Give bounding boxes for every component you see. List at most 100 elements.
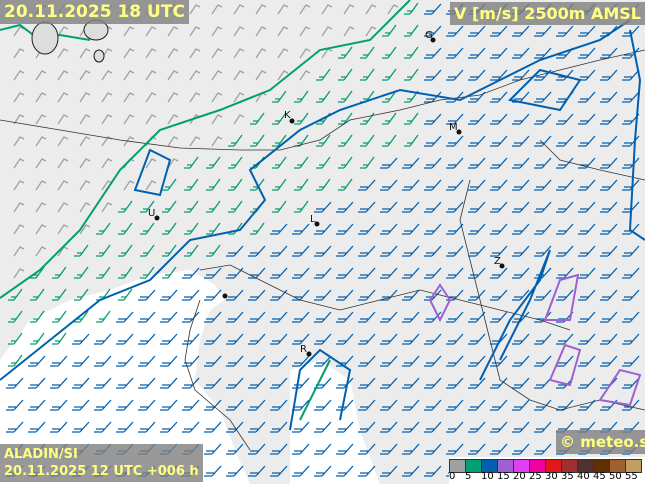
wind-barb	[233, 48, 245, 59]
legend-swatch	[625, 459, 642, 473]
wind-barb	[424, 399, 442, 411]
wind-barb	[382, 90, 397, 103]
wind-barb	[622, 355, 640, 367]
wind-barb	[578, 245, 596, 257]
wind-barb	[556, 157, 574, 169]
wind-barb	[380, 223, 398, 235]
wind-barb	[145, 92, 157, 103]
valid-time-label: 20.11.2025 18 UTC	[0, 0, 189, 24]
wind-barb	[138, 333, 156, 345]
wind-barb	[270, 399, 288, 411]
wind-barb	[13, 224, 25, 235]
wind-barb	[184, 200, 199, 213]
wind-barb	[338, 178, 353, 191]
wind-barb	[338, 68, 353, 81]
wind-barb	[228, 156, 243, 169]
city-label-r: R	[300, 344, 307, 355]
wind-barb	[534, 355, 552, 367]
wind-barb	[490, 69, 508, 81]
wind-barb	[211, 26, 223, 37]
wind-barb	[167, 92, 179, 103]
wind-barb	[35, 136, 47, 147]
wind-barb	[204, 465, 222, 477]
wind-barb	[336, 465, 354, 477]
wind-barb	[490, 443, 508, 455]
wind-barb	[79, 202, 91, 213]
wind-barb	[6, 399, 24, 411]
wind-barb	[316, 156, 331, 169]
wind-barb	[167, 70, 179, 81]
wind-barb	[358, 311, 376, 323]
wind-barb	[292, 223, 310, 235]
wind-barb	[13, 70, 25, 81]
wind-barb	[424, 3, 442, 15]
wind-barb	[299, 48, 311, 59]
legend-tick: 45	[593, 471, 606, 482]
wind-barb	[35, 224, 47, 235]
wind-barb	[424, 47, 442, 59]
city-label-l: L	[310, 214, 316, 225]
wind-barb	[534, 25, 552, 37]
wind-barb	[534, 421, 552, 433]
wind-barb	[358, 443, 376, 455]
wind-barb	[490, 399, 508, 411]
wind-barb	[556, 355, 574, 367]
wind-barb	[72, 355, 90, 367]
wind-barb	[292, 355, 310, 367]
wind-barb	[314, 443, 332, 455]
wind-barb	[272, 134, 287, 147]
wind-barb	[556, 135, 574, 147]
wind-barb	[534, 443, 552, 455]
wind-barb	[28, 355, 46, 367]
wind-barb	[123, 114, 135, 125]
wind-barb	[402, 443, 420, 455]
wind-barb	[512, 377, 530, 389]
wind-barb	[446, 421, 464, 433]
wind-barb	[74, 288, 89, 301]
wind-barb	[314, 245, 332, 257]
wind-barb	[490, 421, 508, 433]
wind-barb	[512, 179, 530, 191]
wind-barbs	[6, 2, 640, 477]
wind-barb	[424, 443, 442, 455]
sea-area-east	[290, 360, 380, 484]
wind-barb	[226, 289, 244, 301]
wind-barb	[211, 70, 223, 81]
wind-barb	[270, 355, 288, 367]
wind-barb	[206, 178, 221, 191]
wind-barb	[380, 443, 398, 455]
city-label-z: Z	[494, 256, 501, 267]
legend-tick: 15	[497, 471, 510, 482]
wind-barb	[226, 377, 244, 389]
wind-barb	[57, 180, 69, 191]
wind-barb	[13, 114, 25, 125]
wind-barb	[446, 179, 464, 191]
wind-barb	[490, 179, 508, 191]
wind-barb	[211, 114, 223, 125]
wind-barb	[250, 222, 265, 235]
wind-barb	[321, 4, 333, 15]
wind-barb	[79, 180, 91, 191]
wind-barb	[294, 178, 309, 191]
wind-barb	[50, 355, 68, 367]
wind-barb	[35, 180, 47, 191]
color-legend: 0 5 10 15 20 25 30 35 40 45 50 55	[449, 457, 645, 484]
wind-barb	[446, 377, 464, 389]
wind-barb	[316, 134, 331, 147]
wind-barb	[343, 26, 355, 37]
wind-barb	[226, 355, 244, 367]
wind-barb	[402, 289, 420, 301]
wind-barb	[358, 399, 376, 411]
wind-barb	[556, 333, 574, 345]
wind-barb	[336, 377, 354, 389]
wind-barb	[600, 289, 618, 301]
wind-barb	[446, 355, 464, 367]
wind-barb	[52, 332, 67, 345]
wind-barb	[272, 178, 287, 191]
wind-barb	[228, 134, 243, 147]
wind-barb	[468, 47, 486, 59]
wind-barb	[404, 2, 419, 15]
city-markers: G K M U L Z R	[148, 30, 505, 357]
wind-barb	[101, 114, 113, 125]
city-label-k: K	[284, 110, 291, 121]
